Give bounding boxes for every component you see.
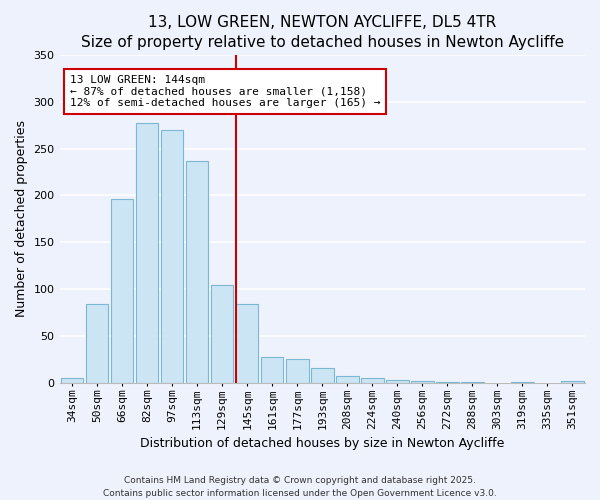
Bar <box>61 378 83 382</box>
Bar <box>136 124 158 382</box>
Bar <box>561 380 584 382</box>
Bar <box>336 376 359 382</box>
Bar <box>411 380 434 382</box>
Bar <box>86 304 109 382</box>
X-axis label: Distribution of detached houses by size in Newton Aycliffe: Distribution of detached houses by size … <box>140 437 505 450</box>
Bar <box>386 380 409 382</box>
Bar <box>186 161 208 382</box>
Text: Contains HM Land Registry data © Crown copyright and database right 2025.
Contai: Contains HM Land Registry data © Crown c… <box>103 476 497 498</box>
Text: 13 LOW GREEN: 144sqm
← 87% of detached houses are smaller (1,158)
12% of semi-de: 13 LOW GREEN: 144sqm ← 87% of detached h… <box>70 75 380 108</box>
Bar <box>361 378 383 382</box>
Bar <box>286 359 308 382</box>
Bar <box>211 286 233 382</box>
Bar <box>161 130 184 382</box>
Bar <box>261 358 283 382</box>
Bar <box>311 368 334 382</box>
Bar <box>111 199 133 382</box>
Title: 13, LOW GREEN, NEWTON AYCLIFFE, DL5 4TR
Size of property relative to detached ho: 13, LOW GREEN, NEWTON AYCLIFFE, DL5 4TR … <box>81 15 564 50</box>
Y-axis label: Number of detached properties: Number of detached properties <box>15 120 28 318</box>
Bar <box>236 304 259 382</box>
